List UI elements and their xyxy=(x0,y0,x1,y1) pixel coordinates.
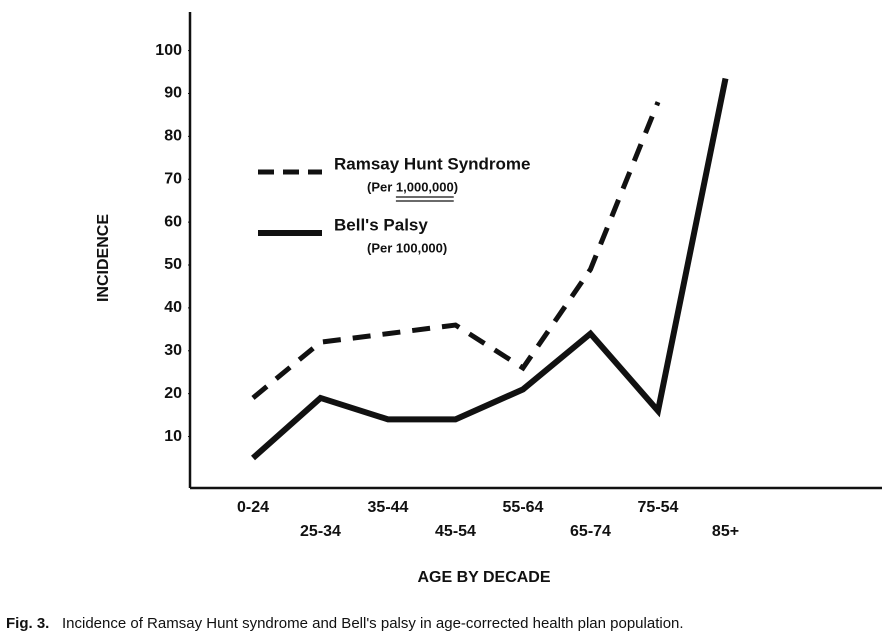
y-tick-label: 100 xyxy=(155,42,182,59)
series-line xyxy=(251,77,729,461)
x-tick-label: 35-44 xyxy=(368,499,409,516)
x-tick-label: 85+ xyxy=(712,523,739,540)
y-tick-label: 80 xyxy=(164,128,182,145)
y-tick-label: 20 xyxy=(164,385,182,402)
y-tick-label: 50 xyxy=(164,256,182,273)
x-axis-title: AGE BY DECADE xyxy=(417,569,550,586)
x-tick-label: 75-54 xyxy=(638,499,679,516)
x-tick-label: 25-34 xyxy=(300,523,341,540)
x-tick-label: 55-64 xyxy=(503,499,544,516)
y-tick-label: 10 xyxy=(164,428,182,445)
x-tick-label: 45-54 xyxy=(435,523,476,540)
y-tick-label: 30 xyxy=(164,342,182,359)
legend-note: (Per 100,000) xyxy=(367,240,447,255)
y-tick-label: 70 xyxy=(164,170,182,187)
legend-label: Ramsay Hunt Syndrome xyxy=(334,154,531,173)
x-tick-label: 0-24 xyxy=(237,499,269,516)
caption: Incidence of Ramsay Hunt syndrome and Be… xyxy=(62,615,684,632)
caption-label: Fig. 3. xyxy=(6,615,49,632)
legend-note: (Per 1,000,000) xyxy=(367,179,458,194)
x-tick-label: 65-74 xyxy=(570,523,611,540)
y-axis-title: INCIDENCE xyxy=(95,214,112,302)
y-tick-label: 40 xyxy=(164,299,182,316)
series-line xyxy=(251,101,661,400)
y-tick-label: 60 xyxy=(164,213,182,230)
legend-label: Bell's Palsy xyxy=(334,215,428,234)
y-tick-label: 90 xyxy=(164,85,182,102)
